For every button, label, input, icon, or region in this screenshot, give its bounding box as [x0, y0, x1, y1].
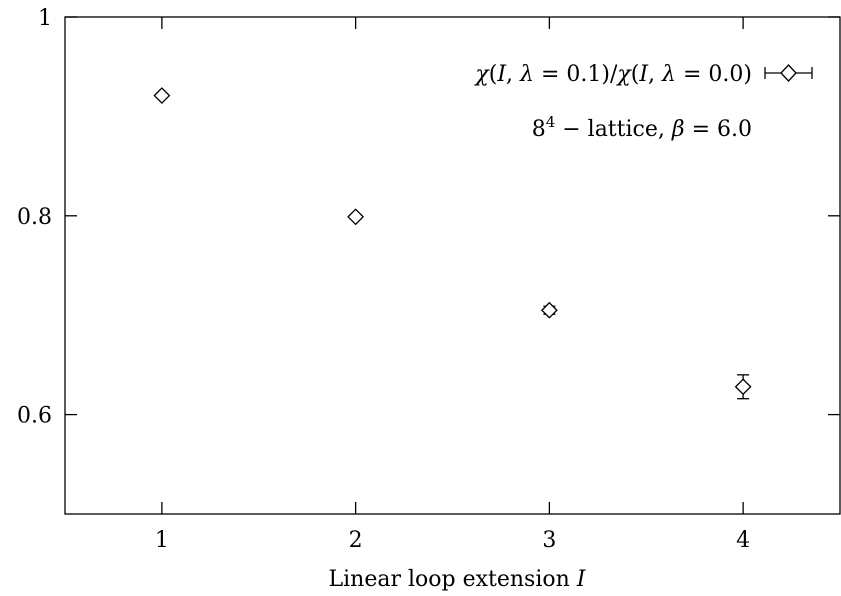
y-tick-label: 0.8: [17, 205, 52, 230]
plot-frame: [64, 16, 841, 515]
lattice-text: − lattice,: [555, 117, 672, 142]
x-tick-label: 2: [349, 528, 363, 553]
x-axis-label: Linear loop extension I: [329, 567, 587, 592]
legend-diamond-marker: [780, 64, 797, 82]
beta-symbol: β: [671, 117, 685, 142]
lattice-exponent: 4: [546, 113, 556, 131]
legend-entry-label: χ(I, λ = 0.1)/χ(I, λ = 0.0): [473, 62, 752, 87]
x-tick-label: 1: [155, 528, 169, 553]
data-point: [153, 87, 171, 104]
y-tick-label: 0.6: [17, 404, 52, 429]
x-axis-label-var: I: [576, 567, 587, 592]
data-points: [153, 87, 752, 400]
data-point: [540, 301, 558, 319]
tick-labels: 1 2 3 4 0.6 0.8 1: [17, 6, 750, 553]
diamond-marker: [347, 208, 365, 226]
diamond-marker: [153, 87, 171, 104]
lattice-base: 8: [532, 117, 546, 142]
y-tick-label: 1: [38, 6, 52, 31]
x-axis-label-text: Linear loop extension: [329, 567, 577, 592]
x-tick-label: 3: [542, 528, 556, 553]
legend: χ(I, λ = 0.1)/χ(I, λ = 0.0): [473, 62, 813, 87]
lattice-annotation: 84 − lattice, β = 6.0: [532, 113, 752, 142]
data-point: [734, 374, 752, 400]
diamond-marker: [540, 301, 558, 319]
beta-value: = 6.0: [685, 117, 752, 142]
data-point: [347, 208, 365, 226]
diamond-marker: [734, 378, 752, 396]
ticks: [65, 16, 840, 514]
x-tick-label: 4: [736, 528, 750, 553]
